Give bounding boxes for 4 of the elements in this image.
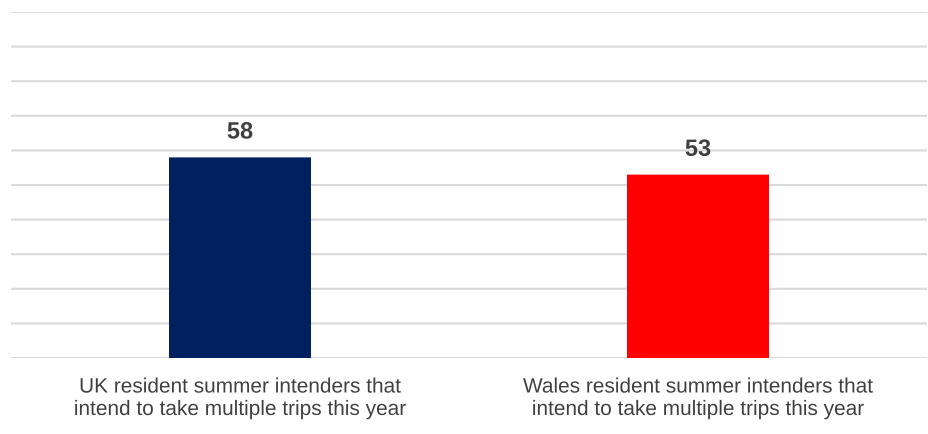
x-tick-label: Wales resident summer intenders that intend to take multiple trips this year	[523, 377, 873, 420]
data-label: 53	[686, 139, 710, 156]
x-tick-label: UK resident summer intenders that intend to take multiple trips this year	[75, 377, 406, 420]
data-label: 58	[228, 122, 252, 139]
